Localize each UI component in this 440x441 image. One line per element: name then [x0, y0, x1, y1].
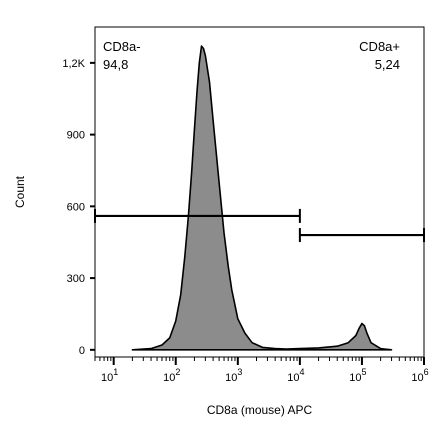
y-tick-label: 300: [67, 273, 85, 285]
x-tick-exponent: 6: [424, 367, 429, 377]
x-tick-base: 10: [287, 372, 299, 384]
y-tick-label: 1,2K: [62, 58, 85, 70]
x-tick-label: 104: [287, 367, 304, 384]
y-axis-title-group: Count: [13, 175, 27, 208]
x-axis-title: CD8a (mouse) APC: [207, 403, 313, 417]
x-tick-exponent: 1: [113, 367, 118, 377]
x-tick-exponent: 3: [237, 367, 242, 377]
gate-name-cd8a-neg: CD8a-: [103, 39, 141, 54]
histogram-area: [131, 45, 393, 351]
x-tick-base: 10: [349, 372, 361, 384]
y-tick-label: 600: [67, 201, 85, 213]
gate-percent-cd8a-pos: 5,24: [375, 57, 400, 72]
axis-ticks: [90, 61, 425, 365]
x-tick-label: 103: [225, 367, 242, 384]
x-tick-exponent: 4: [299, 367, 304, 377]
x-tick-base: 10: [101, 372, 113, 384]
y-tick-label: 900: [67, 130, 85, 142]
x-tick-exponent: 2: [175, 367, 180, 377]
plot-frame: [94, 26, 425, 358]
y-tick-label: 0: [79, 345, 85, 357]
x-tick-base: 10: [225, 372, 237, 384]
x-tick-label: 101: [101, 367, 118, 384]
x-tick-base: 10: [411, 372, 423, 384]
x-tick-base: 10: [163, 372, 175, 384]
x-tick-label: 102: [163, 367, 180, 384]
x-tick-label: 105: [349, 367, 366, 384]
gate-percent-cd8a-neg: 94,8: [103, 57, 128, 72]
x-tick-label: 106: [411, 367, 428, 384]
y-axis-title: Count: [13, 175, 27, 208]
gates: [94, 208, 425, 243]
x-tick-exponent: 5: [362, 367, 367, 377]
y-tick-labels: 0 300 600 900 1,2K: [62, 58, 85, 357]
gate-name-cd8a-pos: CD8a+: [359, 39, 400, 54]
x-tick-labels: 101 102 103 104 105 106: [101, 367, 429, 384]
